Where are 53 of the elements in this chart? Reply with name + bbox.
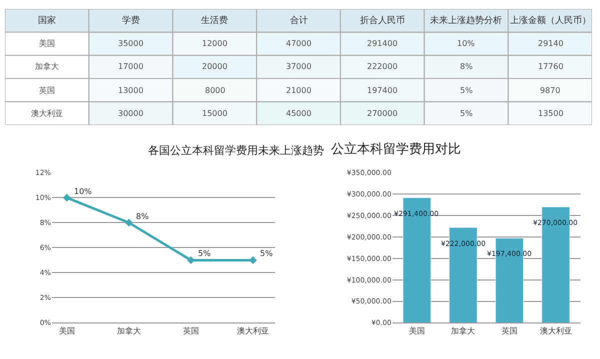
x-tick-label: 学费 <box>122 15 140 26</box>
data-label: 17000 <box>118 62 144 71</box>
data-label: 29140 <box>538 39 564 48</box>
data-label: 10% <box>457 39 476 48</box>
data-label: 8% <box>136 212 150 221</box>
x-tick-label: 折合人民币 <box>360 15 405 26</box>
data-label: 9870 <box>540 86 560 95</box>
point <box>62 194 71 202</box>
x-tick-label: 美国 <box>408 326 425 336</box>
data-label: 222000 <box>367 62 398 71</box>
point <box>125 218 133 227</box>
chart-title: 各国公立本科留学费用未来上涨趋势 <box>148 144 324 157</box>
data-label: 21000 <box>286 86 312 95</box>
x-tick-label: 澳大利亚 <box>540 326 572 336</box>
point <box>249 256 257 264</box>
data-label: 5% <box>198 249 212 258</box>
data-label: 5% <box>460 109 474 118</box>
data-label: 13000 <box>118 86 144 95</box>
chart-title: 公立本科留学费用对比 <box>331 141 461 157</box>
x-tick-label: 英国 <box>501 326 518 336</box>
data-label: 17760 <box>538 62 564 71</box>
x-tick-label: 加拿大 <box>116 326 141 336</box>
x-tick-label: 未来上涨趋势分析 <box>430 15 502 26</box>
data-label: 8% <box>460 62 474 71</box>
data-label: 37000 <box>286 62 312 71</box>
x-tick-label: 上涨金额（人民币） <box>510 15 591 26</box>
y-tick-label: 澳大利亚 <box>31 109 63 118</box>
point <box>187 256 195 264</box>
data-label: 47000 <box>286 39 312 48</box>
x-tick-label: 合计 <box>290 15 308 26</box>
data-label: 13500 <box>538 109 564 118</box>
y-tick-label: 美国 <box>39 39 55 48</box>
x-tick-label: 澳大利亚 <box>237 326 270 336</box>
data-label: 270000 <box>367 109 398 118</box>
data-label: 20000 <box>202 62 228 71</box>
data-label: 15000 <box>202 109 228 118</box>
x-tick-label: 英国 <box>182 326 199 336</box>
x-tick-label: 加拿大 <box>451 326 476 336</box>
data-label: 12000 <box>202 39 228 48</box>
data-label: 10% <box>74 187 92 196</box>
y-axis-title: 国家 <box>38 15 56 26</box>
y-tick-label: 英国 <box>39 86 55 95</box>
y-tick-label: 加拿大 <box>35 62 59 71</box>
x-tick-label: 美国 <box>58 326 75 336</box>
data-label: 8000 <box>205 86 226 95</box>
data-label: 197400 <box>367 86 398 95</box>
x-tick-label: 生活费 <box>201 15 228 26</box>
data-label: 35000 <box>118 39 144 48</box>
data-label: 291400 <box>367 39 398 48</box>
data-label: 5% <box>260 249 274 258</box>
data-label: 5% <box>460 86 474 95</box>
data-label: 45000 <box>286 109 312 118</box>
data-label: 30000 <box>118 109 144 118</box>
